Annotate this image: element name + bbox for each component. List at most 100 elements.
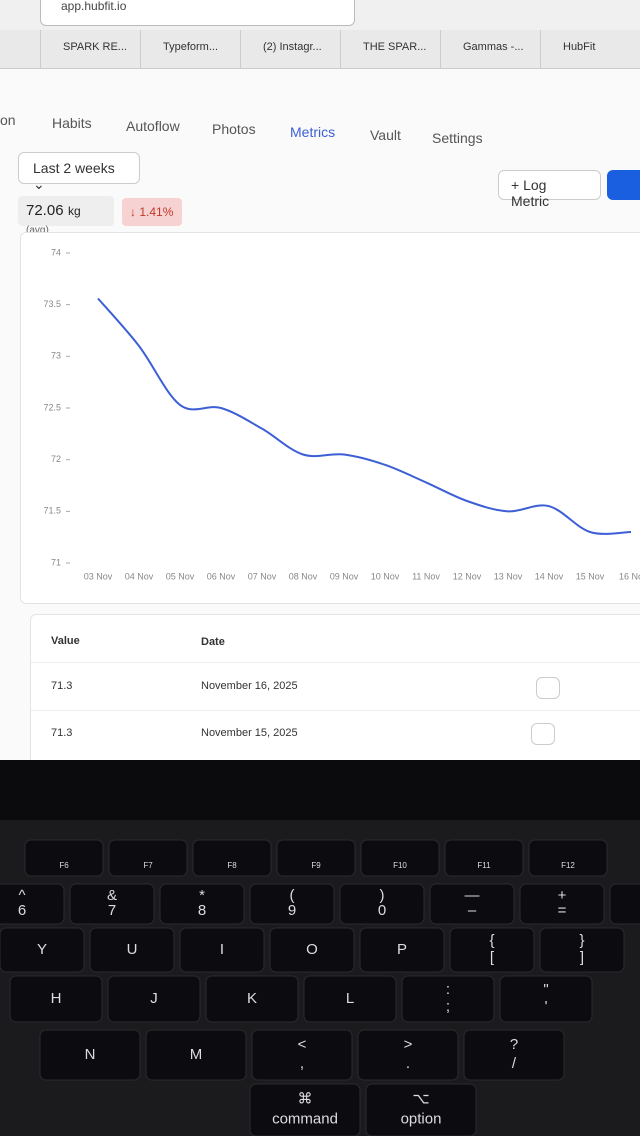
key[interactable] [365, 1083, 477, 1136]
key-label: = [558, 902, 567, 919]
key[interactable] [359, 927, 445, 973]
key[interactable] [249, 1083, 361, 1136]
key-label: K [247, 990, 257, 1007]
y-tick-label: 74 [51, 247, 61, 257]
key-label: N [85, 1046, 96, 1063]
key[interactable] [179, 927, 265, 973]
nav-item[interactable]: Metrics [290, 124, 336, 140]
nav-item[interactable]: on [0, 112, 16, 128]
avg-box: 72.06 kg (avg) [18, 196, 114, 236]
table-cell: November 16, 2025 [201, 680, 298, 692]
key-shift: ) [380, 887, 385, 904]
nav-item[interactable]: Habits [52, 115, 92, 131]
key[interactable] [107, 975, 201, 1023]
nav-item[interactable]: Photos [212, 121, 256, 137]
key[interactable] [269, 927, 355, 973]
key-label: . [406, 1055, 410, 1072]
key[interactable] [449, 927, 535, 973]
y-tick-label: 72.5 [43, 402, 61, 412]
url: app.hubfit.io [61, 0, 127, 13]
key-label: F9 [311, 861, 321, 870]
key[interactable] [251, 1029, 353, 1081]
key[interactable] [69, 883, 155, 925]
nav-item[interactable]: Settings [432, 130, 483, 146]
y-tick-label: 71 [51, 557, 61, 567]
key-shift: > [404, 1036, 413, 1053]
x-tick-label: 14 Nov [535, 571, 564, 581]
key-label: L [346, 990, 354, 1007]
range-label: Last 2 weeks [33, 160, 115, 176]
x-tick-label: 12 Nov [453, 571, 482, 581]
key[interactable] [429, 883, 515, 925]
line [97, 297, 632, 535]
key[interactable] [339, 883, 425, 925]
edit-button[interactable] [536, 677, 560, 699]
nav-item[interactable]: Vault [370, 127, 401, 143]
address-bar[interactable]: app.hubfit.io [40, 0, 355, 26]
key-label: command [272, 1110, 338, 1127]
key[interactable] [205, 975, 299, 1023]
x-tick-label: 03 Nov [84, 571, 113, 581]
change-value: 1.41% [139, 205, 174, 219]
key[interactable] [24, 839, 104, 877]
tab[interactable]: n e... [0, 30, 40, 68]
key-label: F11 [477, 861, 491, 870]
key[interactable] [9, 975, 103, 1023]
key[interactable] [0, 927, 85, 973]
key-label: 6 [18, 902, 26, 919]
key-shift: } [579, 932, 584, 949]
key[interactable] [39, 1029, 141, 1081]
avg-unit: kg [68, 204, 81, 218]
divider [0, 68, 640, 69]
range-select[interactable]: Last 2 weeks ⌄ [18, 152, 140, 192]
key-label: F7 [143, 861, 153, 870]
x-tick-label: 05 Nov [166, 571, 195, 581]
tab[interactable]: Typeform... [140, 30, 240, 68]
key[interactable] [401, 975, 495, 1023]
key-label: [ [490, 949, 495, 966]
key-label: ] [580, 949, 584, 966]
y-tick-label: 71.5 [43, 506, 61, 516]
key-shift: " [543, 981, 548, 998]
key[interactable] [159, 883, 245, 925]
key[interactable] [528, 839, 608, 877]
key[interactable] [249, 883, 335, 925]
key[interactable] [609, 883, 640, 925]
key[interactable] [145, 1029, 247, 1081]
y-tick-label: 73 [51, 351, 61, 361]
key[interactable] [444, 839, 524, 877]
key[interactable] [499, 975, 593, 1023]
key-label: F12 [561, 861, 575, 870]
key[interactable] [0, 883, 65, 925]
key[interactable] [303, 975, 397, 1023]
key-label: ; [446, 998, 450, 1015]
key-label: , [300, 1055, 304, 1072]
key[interactable] [357, 1029, 459, 1081]
log-label: Log Metric [511, 177, 550, 209]
key-label: P [397, 941, 407, 958]
key[interactable] [360, 839, 440, 877]
key[interactable] [519, 883, 605, 925]
nav-item[interactable]: Autoflow [126, 118, 180, 134]
key[interactable] [463, 1029, 565, 1081]
key[interactable] [108, 839, 188, 877]
key-label: H [51, 990, 62, 1007]
edit-button[interactable] [531, 723, 555, 745]
tab[interactable]: Gammas -... [440, 30, 540, 68]
key-shift: * [199, 887, 205, 904]
key[interactable] [276, 839, 356, 877]
log-button[interactable]: + Log Metric [498, 170, 601, 209]
tab[interactable]: HubFit [540, 30, 640, 68]
avg-label: (avg) [26, 225, 49, 236]
tab[interactable]: THE SPAR... [340, 30, 440, 68]
key[interactable] [192, 839, 272, 877]
chart: 71 71.5 72 72.5 73 73.5 74 03 Nov 04 Nov 05 Nov 06… [20, 232, 640, 604]
key-label: I [220, 941, 224, 958]
action-button[interactable] [607, 170, 640, 200]
key[interactable] [89, 927, 175, 973]
key-shift: ? [510, 1036, 518, 1053]
key[interactable] [539, 927, 625, 973]
tab[interactable]: (2) Instagr... [240, 30, 340, 68]
tab[interactable]: SPARK RE... [40, 30, 140, 68]
